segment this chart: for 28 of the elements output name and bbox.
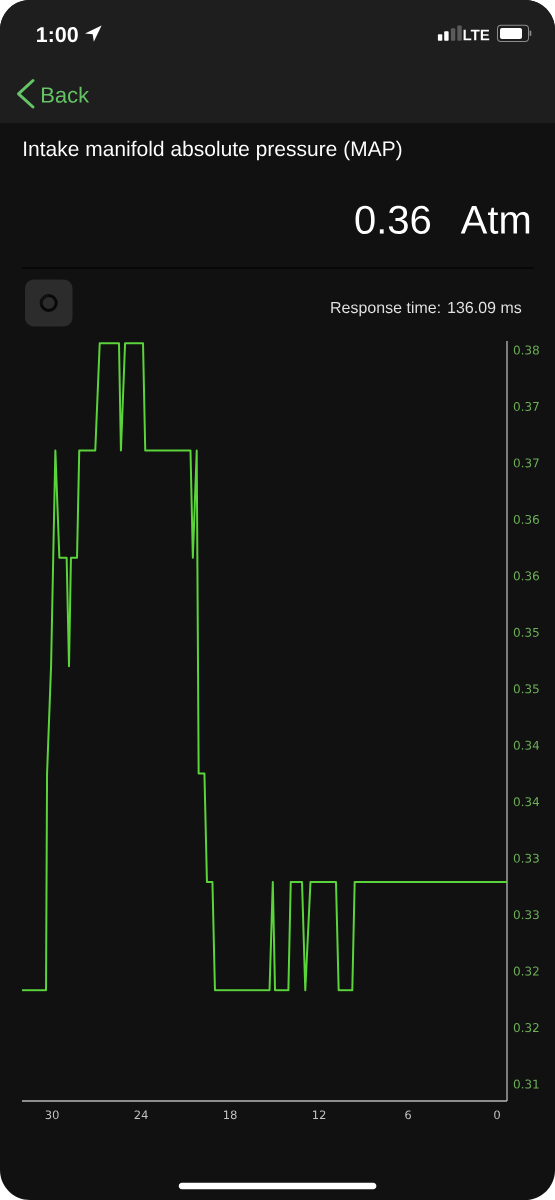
x-tick-label: 6 [405, 1110, 411, 1120]
text: 1:00 [37, 26, 78, 43]
x-tick-label: 24 [134, 1110, 148, 1119]
y-tick-label: 0.33 [513, 853, 539, 863]
y-tick-label: 0.33 [513, 910, 539, 920]
y-tick-label: 0.34 [513, 740, 540, 750]
chart-title: Intake manifold absolute pressure (MAP) [24, 140, 402, 161]
text: LTE [463, 29, 490, 41]
y-tick-label: 0.36 [513, 571, 539, 581]
y-tick-label: 0.31 [513, 1079, 539, 1089]
x-tick-label: 18 [224, 1110, 237, 1120]
line-series [22, 342, 507, 992]
x-tick-label: 0 [494, 1110, 500, 1120]
y-tick-label: 0.37 [513, 458, 539, 468]
text: Back [42, 86, 90, 103]
y-tick-label: 0.37 [513, 401, 539, 412]
y-tick-label: 0.32 [513, 1023, 539, 1033]
y-tick-label: 0.38 [513, 345, 539, 355]
text: Response time: 136.09 ms [331, 301, 522, 317]
y-tick-label: 0.35 [513, 684, 539, 694]
y-tick-label: 0.35 [513, 627, 539, 637]
text: Atm [460, 206, 530, 234]
text: 0.36 [355, 205, 431, 234]
x-tick-label: 30 [45, 1110, 59, 1120]
y-tick-label: 0.34 [513, 797, 540, 807]
y-tick-label: 0.36 [513, 514, 539, 524]
x-tick-label: 12 [313, 1110, 326, 1119]
y-tick-label: 0.32 [513, 966, 539, 976]
